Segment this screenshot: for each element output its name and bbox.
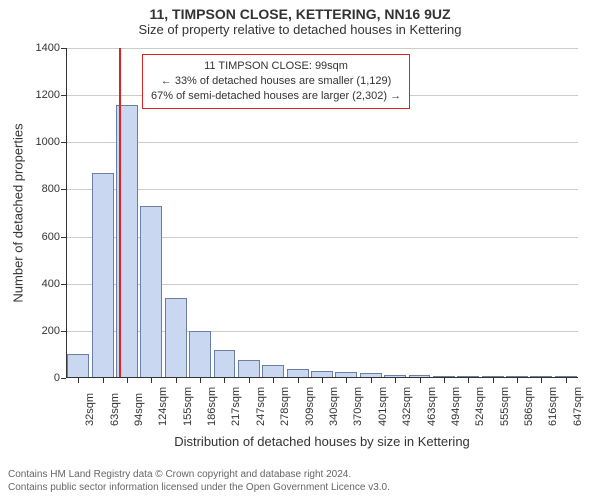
xtick-mark	[200, 378, 201, 383]
ytick-label: 400	[42, 278, 66, 290]
ytick-label: 1000	[36, 136, 66, 148]
xtick-label: 524sqm	[472, 387, 486, 426]
xtick-mark	[273, 378, 274, 383]
histogram-bar	[67, 354, 89, 378]
gridline	[66, 48, 578, 49]
histogram-bar	[165, 298, 187, 378]
xtick-label: 32sqm	[82, 393, 96, 426]
ytick-label: 1200	[36, 89, 66, 101]
histogram-bar	[92, 173, 114, 378]
xtick-label: 247sqm	[253, 387, 267, 426]
xtick-label: 63sqm	[107, 393, 121, 426]
xtick-mark	[420, 378, 421, 383]
xtick-mark	[103, 378, 104, 383]
histogram-bar	[238, 360, 260, 378]
xtick-label: 217sqm	[228, 387, 242, 426]
xtick-label: 401sqm	[375, 387, 389, 426]
ytick-label: 600	[42, 231, 66, 243]
xtick-mark	[322, 378, 323, 383]
info-line-2: ← 33% of detached houses are smaller (1,…	[151, 74, 401, 89]
xtick-label: 278sqm	[277, 387, 291, 426]
gridline	[66, 142, 578, 143]
xtick-mark	[78, 378, 79, 383]
xtick-mark	[127, 378, 128, 383]
xtick-mark	[493, 378, 494, 383]
xtick-label: 432sqm	[399, 387, 413, 426]
ytick-label: 800	[42, 183, 66, 195]
info-line-1: 11 TIMPSON CLOSE: 99sqm	[151, 59, 401, 74]
xtick-label: 586sqm	[521, 387, 535, 426]
y-axis-line	[66, 48, 67, 378]
xtick-mark	[346, 378, 347, 383]
xtick-label: 94sqm	[131, 393, 145, 426]
xtick-mark	[249, 378, 250, 383]
xtick-mark	[517, 378, 518, 383]
chart-title: 11, TIMPSON CLOSE, KETTERING, NN16 9UZ	[0, 0, 600, 22]
xtick-label: 186sqm	[204, 387, 218, 426]
x-axis-line	[66, 377, 578, 378]
xtick-mark	[224, 378, 225, 383]
histogram-bar	[189, 331, 211, 378]
xtick-mark	[151, 378, 152, 383]
xtick-label: 555sqm	[497, 387, 511, 426]
xtick-mark	[395, 378, 396, 383]
ytick-label: 200	[42, 325, 66, 337]
ytick-label: 1400	[36, 42, 66, 54]
info-line-3: 67% of semi-detached houses are larger (…	[151, 89, 401, 104]
credit-line-1: Contains HM Land Registry data © Crown c…	[8, 468, 390, 481]
xtick-label: 124sqm	[155, 387, 169, 426]
xtick-mark	[298, 378, 299, 383]
xtick-label: 463sqm	[424, 387, 438, 426]
xtick-mark	[444, 378, 445, 383]
credit-text: Contains HM Land Registry data © Crown c…	[8, 468, 390, 494]
reference-line	[119, 48, 121, 378]
xtick-label: 616sqm	[545, 387, 559, 426]
xtick-label: 494sqm	[448, 387, 462, 426]
xtick-mark	[468, 378, 469, 383]
ytick-label: 0	[54, 372, 66, 384]
xtick-label: 340sqm	[326, 387, 340, 426]
xtick-mark	[371, 378, 372, 383]
xtick-label: 155sqm	[180, 387, 194, 426]
credit-line-2: Contains public sector information licen…	[8, 481, 390, 494]
chart-subtitle: Size of property relative to detached ho…	[0, 22, 600, 39]
xtick-mark	[176, 378, 177, 383]
xtick-mark	[566, 378, 567, 383]
y-axis-label: Number of detached properties	[11, 123, 26, 302]
x-axis-label: Distribution of detached houses by size …	[174, 434, 470, 449]
gridline	[66, 189, 578, 190]
histogram-bar	[140, 206, 162, 378]
xtick-label: 370sqm	[350, 387, 364, 426]
xtick-label: 309sqm	[302, 387, 316, 426]
info-annotation-box: 11 TIMPSON CLOSE: 99sqm ← 33% of detache…	[142, 54, 410, 109]
histogram-bar	[214, 350, 236, 378]
xtick-label: 647sqm	[570, 387, 584, 426]
xtick-mark	[541, 378, 542, 383]
